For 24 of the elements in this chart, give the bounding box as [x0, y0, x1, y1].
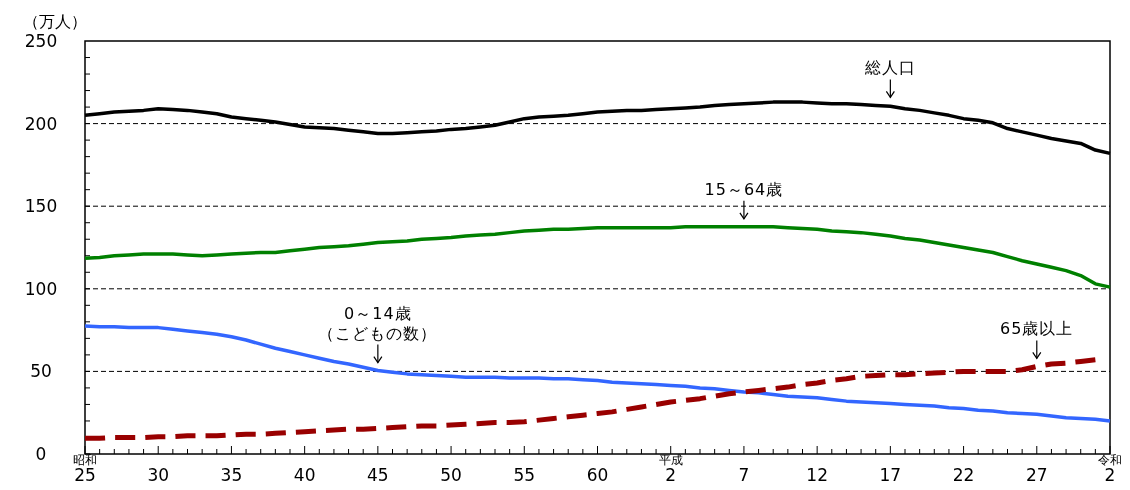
y-tick-label: 200 [24, 113, 58, 134]
y-tick-label: 250 [24, 31, 58, 51]
y-tick-label: 0 [35, 444, 47, 464]
x-tick-label: 45 [367, 465, 389, 485]
annotation: 総人口 [863, 58, 916, 78]
x-tick-label: 40 [293, 465, 316, 485]
x-tick-label: 27 [1025, 465, 1048, 485]
x-tick-label: 60 [586, 465, 609, 485]
y-tick-label: 50 [30, 361, 52, 382]
x-tick-label: 30 [147, 465, 170, 485]
x-tick-label: 22 [952, 465, 975, 485]
x-tick-label: 35 [220, 465, 243, 485]
line-series [83, 225, 1112, 289]
x-tick-label: 50 [440, 465, 462, 485]
x-tick-label: 12 [806, 465, 828, 485]
y-tick-label: 150 [24, 196, 58, 217]
annotation: 65歳以上 [1000, 319, 1074, 339]
x-tick-label: 7 [738, 465, 750, 485]
y-tick-label: 100 [24, 278, 58, 299]
x-tick-label: 17 [879, 465, 902, 485]
annotation: 0～14歳（こどもの数） [318, 303, 438, 343]
annotation: 15～64歳 [704, 179, 784, 199]
x-tick-label: 55 [513, 465, 536, 485]
y-axis-title: （万人） [23, 12, 87, 31]
